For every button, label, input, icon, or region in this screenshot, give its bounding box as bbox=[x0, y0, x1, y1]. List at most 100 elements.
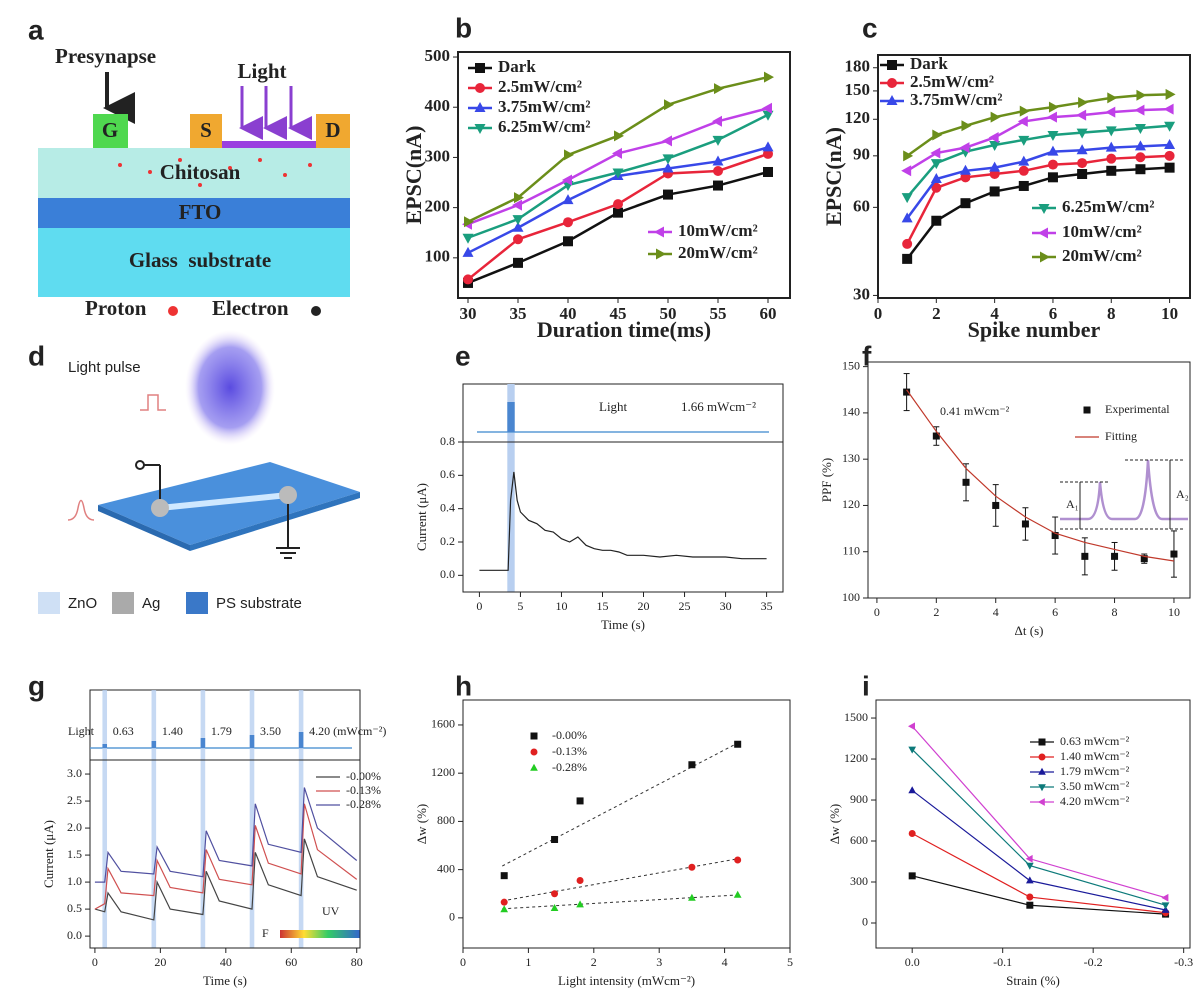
x-tick-label: 50 bbox=[660, 304, 677, 323]
light-pulse bbox=[507, 402, 515, 432]
marker bbox=[1164, 139, 1176, 150]
y-tick-label: 1.0 bbox=[67, 874, 82, 888]
zno bbox=[159, 492, 289, 511]
marker bbox=[562, 174, 572, 186]
marker bbox=[930, 172, 942, 183]
marker bbox=[712, 115, 722, 127]
label: Chitosan bbox=[160, 160, 241, 184]
marker bbox=[1136, 89, 1147, 101]
marker bbox=[500, 872, 508, 880]
plot-frame bbox=[462, 441, 784, 593]
y-tick-label: 0.4 bbox=[440, 500, 455, 514]
series-line bbox=[94, 787, 358, 883]
source bbox=[190, 114, 222, 148]
x-tick-label: 35 bbox=[510, 304, 527, 323]
legend-swatch bbox=[38, 592, 60, 614]
marker bbox=[1164, 121, 1176, 132]
marker bbox=[513, 257, 523, 268]
light-pulse bbox=[298, 732, 304, 748]
marker bbox=[512, 199, 522, 211]
y-tick-label: 400 bbox=[437, 861, 455, 875]
legend-marker bbox=[1038, 767, 1046, 775]
label: Glass substrate bbox=[129, 248, 271, 272]
marker bbox=[961, 120, 972, 132]
legend-label: -0.28% bbox=[552, 760, 587, 774]
ag-electrode bbox=[151, 499, 169, 517]
marker bbox=[1163, 103, 1174, 115]
legend-marker bbox=[887, 78, 897, 88]
marker bbox=[576, 876, 584, 884]
x-tick-label: -0.1 bbox=[993, 955, 1012, 969]
light-band bbox=[298, 690, 304, 948]
legend-marker bbox=[1038, 784, 1046, 792]
annotation: UV bbox=[322, 904, 340, 918]
x-tick-label: 6 bbox=[1049, 304, 1058, 323]
marker bbox=[1026, 901, 1034, 909]
marker bbox=[988, 131, 999, 143]
y-tick-label: 180 bbox=[845, 57, 871, 76]
y-tick-label: 1.5 bbox=[67, 847, 82, 861]
annotation: A₂ bbox=[1176, 487, 1189, 501]
marker bbox=[930, 147, 941, 159]
marker bbox=[762, 141, 774, 152]
marker bbox=[713, 165, 723, 176]
marker bbox=[1018, 165, 1029, 176]
marker bbox=[1077, 158, 1088, 169]
label: G bbox=[102, 118, 118, 142]
panel-label: b bbox=[455, 12, 472, 43]
x-tick-label: -0.3 bbox=[1174, 955, 1193, 969]
marker bbox=[1047, 145, 1059, 156]
marker bbox=[713, 180, 723, 191]
legend-label: -0.00% bbox=[552, 728, 587, 742]
marker bbox=[990, 111, 1001, 123]
series-line bbox=[906, 154, 1170, 245]
panel-label: d bbox=[28, 340, 45, 371]
marker bbox=[1111, 552, 1119, 560]
marker bbox=[688, 863, 696, 871]
label: Electron bbox=[212, 296, 289, 320]
x-tick-label: 1 bbox=[525, 955, 531, 969]
legend-marker bbox=[1037, 798, 1045, 806]
channel bbox=[222, 141, 316, 148]
marker bbox=[733, 890, 742, 898]
marker bbox=[462, 246, 474, 257]
y-axis-title: EPSC(nA) bbox=[821, 127, 846, 226]
legend-label: 3.50 mWcm⁻² bbox=[1060, 779, 1130, 793]
y-tick-label: 0 bbox=[862, 915, 868, 929]
series-line bbox=[906, 93, 1170, 157]
y-axis-title: EPSC(nA) bbox=[401, 125, 426, 224]
y-tick-label: 1200 bbox=[844, 751, 868, 765]
inset-label: Light bbox=[599, 399, 628, 414]
y-tick-label: 150 bbox=[845, 80, 871, 99]
drain bbox=[316, 114, 350, 148]
marker bbox=[1018, 155, 1030, 166]
legend-label: 4.20 mWcm⁻² bbox=[1060, 794, 1130, 808]
y-tick-label: 300 bbox=[850, 874, 868, 888]
x-tick-label: 10 bbox=[1161, 304, 1178, 323]
light-pulse bbox=[200, 738, 206, 748]
label: Light pulse bbox=[68, 359, 141, 376]
x-tick-label: 25 bbox=[679, 599, 691, 613]
legend-marker bbox=[1038, 753, 1046, 761]
y-axis-title: Δw (%) bbox=[827, 804, 842, 845]
legend-marker bbox=[1040, 251, 1050, 263]
x-tick-label: 0.0 bbox=[905, 955, 920, 969]
label: Presynapse bbox=[55, 44, 156, 68]
fit-line bbox=[502, 858, 738, 902]
pulse-label: 4.20 (mWcm⁻²) bbox=[309, 724, 386, 738]
marker bbox=[762, 102, 772, 114]
marker bbox=[1025, 876, 1034, 884]
x-tick-label: 0 bbox=[460, 955, 466, 969]
light-band bbox=[249, 690, 255, 948]
marker bbox=[908, 746, 917, 754]
series-line bbox=[906, 124, 1170, 198]
legend-marker bbox=[474, 124, 486, 134]
series-line bbox=[94, 838, 357, 921]
y-tick-label: 1600 bbox=[431, 717, 455, 731]
marker bbox=[1105, 141, 1117, 152]
legend-marker bbox=[886, 95, 898, 105]
legend-label: PS substrate bbox=[216, 595, 302, 612]
legend-label: Dark bbox=[910, 54, 948, 73]
marker bbox=[1164, 150, 1175, 161]
legend-label: 1.79 mWcm⁻² bbox=[1060, 764, 1130, 778]
